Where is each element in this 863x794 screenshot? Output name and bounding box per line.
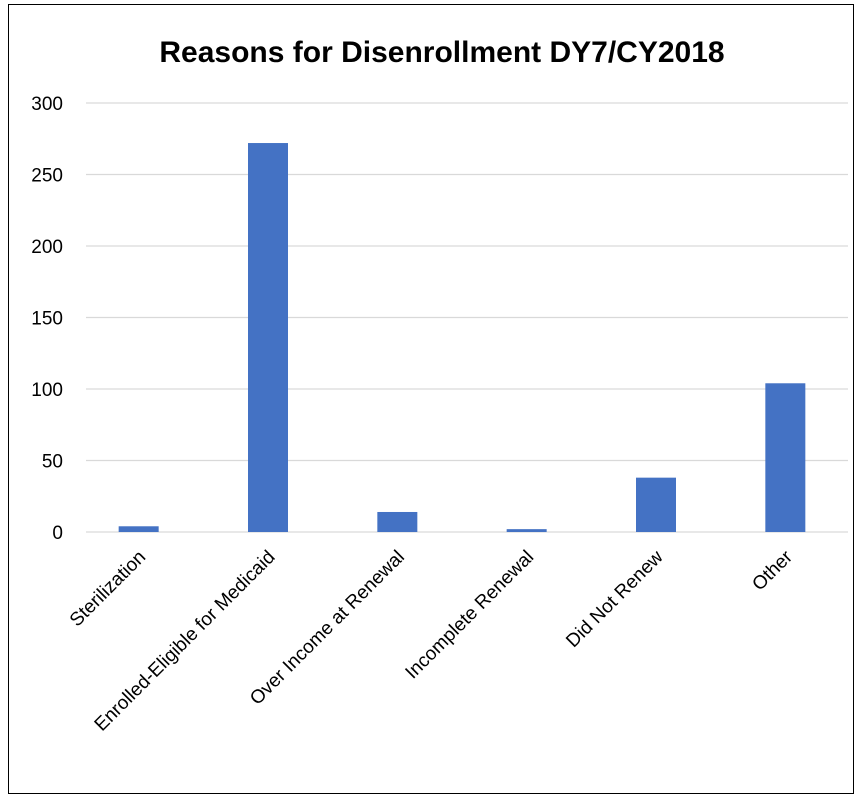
x-tick-label: Did Not Renew [562,546,667,651]
y-tick-label: 200 [31,237,63,258]
bar [636,477,676,532]
bars [118,143,806,533]
y-tick-label: 300 [31,94,63,115]
x-tick-label: Incomplete Renewal [402,547,539,684]
bar [118,526,159,532]
gridlines [86,102,848,533]
bar [248,143,288,533]
y-tick-label: 0 [52,523,63,544]
y-tick-label: 100 [31,380,63,401]
chart-frame [8,4,854,794]
x-tick-label: Other [748,546,797,595]
x-tick-label: Over Income at Renewal [246,547,409,710]
bar [377,511,418,532]
y-axis-ticks: 0 50 100 150 200 250 300 [31,94,63,544]
y-tick-label: 150 [31,309,63,330]
chart-title: Reasons for Disenrollment DY7/CY2018 [159,36,724,69]
y-tick-label: 250 [31,166,63,187]
bar [765,383,806,532]
bar [506,529,547,532]
y-tick-label: 50 [42,452,63,473]
x-tick-label: Sterilization [66,547,150,631]
